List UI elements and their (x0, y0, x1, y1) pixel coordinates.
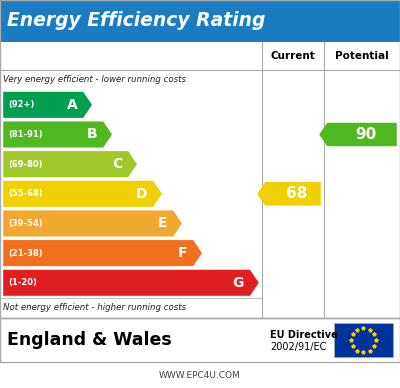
Text: 90: 90 (355, 127, 377, 142)
Text: (69-80): (69-80) (8, 159, 42, 169)
Text: Current: Current (271, 51, 315, 61)
Text: Very energy efficient - lower running costs: Very energy efficient - lower running co… (3, 75, 186, 85)
Text: G: G (233, 276, 244, 290)
Text: Energy Efficiency Rating: Energy Efficiency Rating (7, 12, 266, 30)
Text: E: E (158, 217, 167, 230)
Text: (55-68): (55-68) (8, 189, 43, 198)
Text: B: B (86, 128, 97, 142)
Text: WWW.EPC4U.COM: WWW.EPC4U.COM (159, 371, 241, 380)
Polygon shape (3, 240, 202, 266)
Text: EU Directive: EU Directive (270, 330, 338, 340)
Polygon shape (3, 121, 112, 147)
Text: (92+): (92+) (8, 100, 34, 109)
Polygon shape (3, 210, 182, 237)
Text: A: A (66, 98, 77, 112)
Text: (1-20): (1-20) (8, 278, 37, 287)
Text: D: D (136, 187, 147, 201)
Polygon shape (257, 182, 321, 206)
Text: (21-38): (21-38) (8, 249, 43, 258)
Bar (0, 318, 400, 362)
Text: (81-91): (81-91) (8, 130, 43, 139)
Text: (39-54): (39-54) (8, 219, 43, 228)
Polygon shape (3, 181, 162, 207)
Text: Not energy efficient - higher running costs: Not energy efficient - higher running co… (3, 303, 186, 312)
Text: 68: 68 (286, 186, 308, 201)
Polygon shape (3, 270, 259, 296)
Bar (0, 0, 400, 318)
Polygon shape (3, 92, 92, 118)
Text: England & Wales: England & Wales (7, 331, 172, 349)
Polygon shape (319, 123, 397, 146)
Bar (334, 323, 393, 357)
Text: C: C (112, 157, 122, 171)
Polygon shape (3, 151, 137, 177)
Text: Potential: Potential (335, 51, 389, 61)
Text: 2002/91/EC: 2002/91/EC (270, 342, 326, 352)
Bar (0, 0, 400, 42)
Text: F: F (178, 246, 187, 260)
